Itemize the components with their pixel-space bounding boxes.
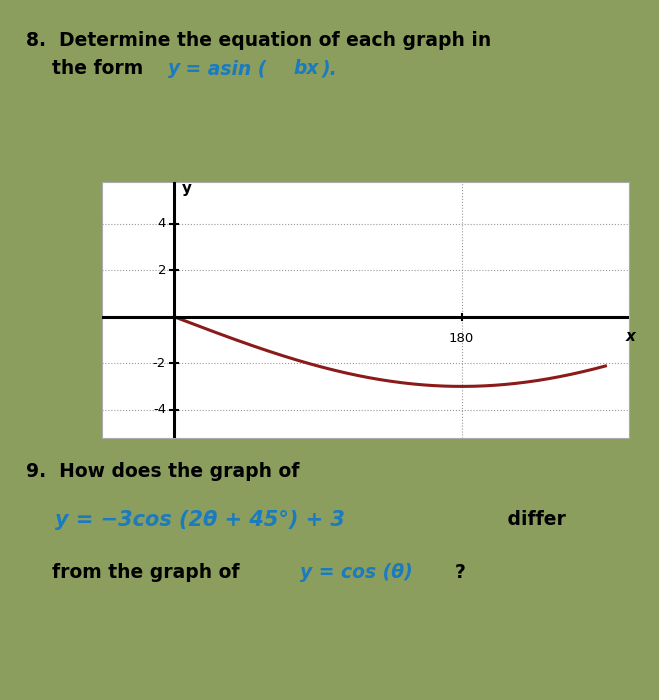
Text: 8.  Determine the equation of each graph in: 8. Determine the equation of each graph … [26,32,492,50]
Text: 4: 4 [158,217,166,230]
Text: from the graph of: from the graph of [26,564,246,582]
Text: bx: bx [293,60,319,78]
Text: the form: the form [26,60,150,78]
Text: 9.  How does the graph of: 9. How does the graph of [26,462,300,481]
Text: 180: 180 [449,332,474,345]
Text: y: y [182,181,192,196]
Text: ?: ? [455,564,466,582]
Text: differ: differ [501,510,565,528]
Text: -4: -4 [153,403,166,416]
Text: = asin (: = asin ( [179,60,267,78]
Text: x: x [626,330,636,344]
Text: 2: 2 [158,264,166,276]
Text: y: y [168,60,181,78]
Text: -2: -2 [153,357,166,370]
Text: y = −3cos (2θ + 45°) + 3: y = −3cos (2θ + 45°) + 3 [26,510,345,530]
Text: y = cos (θ): y = cos (θ) [300,564,413,582]
Text: ).: ). [322,60,337,78]
